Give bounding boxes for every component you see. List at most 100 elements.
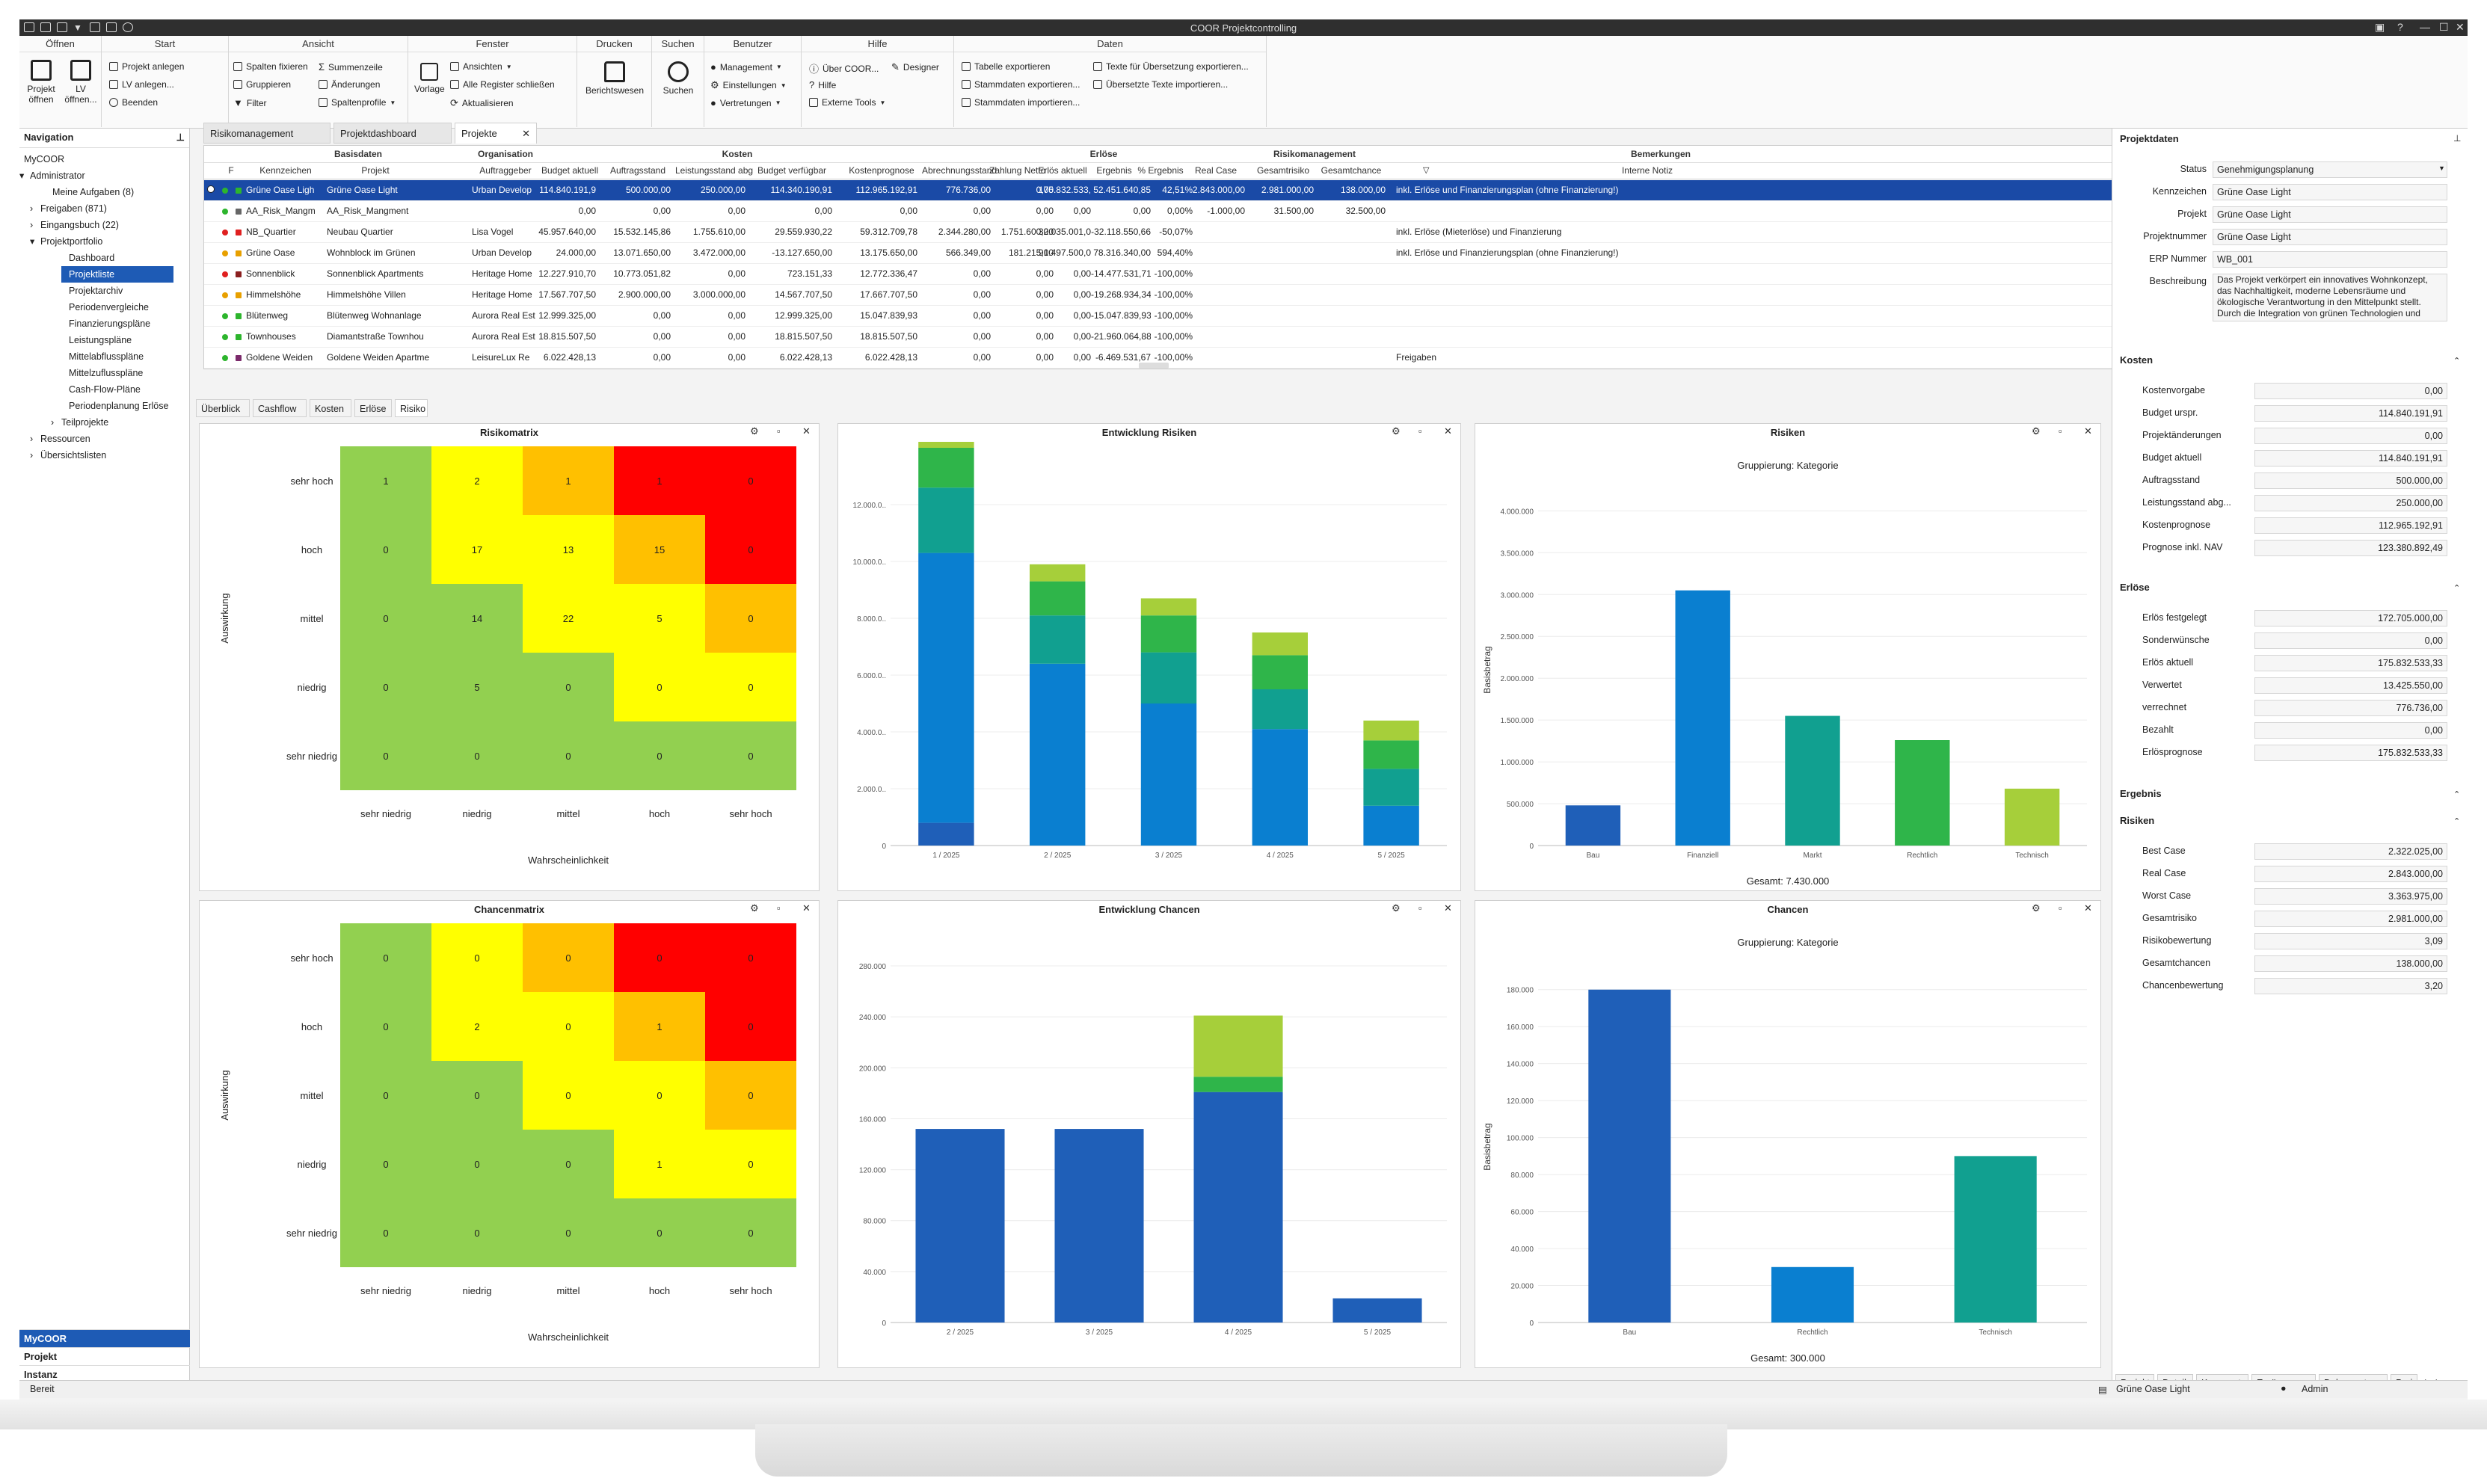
export-table-button[interactable]: Tabelle exportieren <box>962 61 1050 72</box>
heatmap-cell[interactable] <box>340 515 431 584</box>
settings-gear-icon[interactable]: ⚙ <box>1392 902 1401 914</box>
chevron-down-icon[interactable]: ▾ <box>19 170 25 181</box>
column-profiles-button[interactable]: Spaltenprofile ▼ <box>319 97 396 108</box>
settings-gear-icon[interactable]: ⚙ <box>2032 425 2041 437</box>
field-value[interactable]: 138.000,00 <box>2254 955 2447 972</box>
heatmap-cell[interactable] <box>614 584 705 653</box>
maximize-icon[interactable]: ▫ <box>777 425 781 437</box>
field-value[interactable]: 250.000,00 <box>2254 495 2447 511</box>
power-icon[interactable] <box>123 22 133 32</box>
column-header[interactable]: Projekt <box>361 165 390 176</box>
column-header[interactable]: Auftraggeber <box>479 165 532 176</box>
field-value[interactable]: Grüne Oase Light <box>2213 229 2447 245</box>
views-button[interactable]: Ansichten ▼ <box>450 61 512 72</box>
minimize-icon[interactable]: — <box>2420 21 2430 33</box>
heatmap-cell[interactable] <box>614 515 705 584</box>
heatmap-cell[interactable] <box>614 923 705 992</box>
field-value[interactable]: 500.000,00 <box>2254 472 2447 489</box>
settings-gear-icon[interactable]: ⚙ <box>2032 902 2041 914</box>
bar-segment[interactable] <box>918 822 974 846</box>
nav-item[interactable]: Dashboard <box>19 250 184 266</box>
reports-button[interactable]: Berichtswesen <box>582 61 648 96</box>
heatmap-cell[interactable] <box>340 1198 431 1267</box>
heatmap-cell[interactable] <box>431 1198 523 1267</box>
subtab[interactable]: Risiko <box>395 399 428 417</box>
column-header[interactable]: Auftragsstand <box>609 165 666 176</box>
heatmap-cell[interactable] <box>523 1061 614 1130</box>
bar-segment[interactable] <box>1363 769 1419 806</box>
search-button[interactable]: Suchen <box>657 61 700 96</box>
field-value[interactable]: 2.981.000,00 <box>2254 911 2447 927</box>
bar-segment[interactable] <box>1030 615 1086 664</box>
app-icon[interactable] <box>24 22 34 32</box>
heatmap-cell[interactable] <box>705 992 796 1061</box>
freeze-columns-button[interactable]: Spalten fixieren <box>233 61 308 72</box>
nav-item[interactable]: Projektarchiv <box>19 283 184 299</box>
field-value[interactable]: 175.832.533,33 <box>2254 745 2447 761</box>
description-field[interactable]: Das Projekt verkörpert ein innovatives W… <box>2213 274 2447 321</box>
field-value[interactable]: 0,00 <box>2254 383 2447 399</box>
heatmap-cell[interactable] <box>705 721 796 790</box>
heatmap-cell[interactable] <box>340 653 431 721</box>
bar-segment[interactable] <box>1193 1092 1283 1323</box>
collapse-icon[interactable]: ⌃ <box>2453 790 2461 799</box>
heatmap-cell[interactable] <box>523 446 614 515</box>
bar-segment[interactable] <box>1252 632 1308 656</box>
subtab[interactable]: Kosten <box>310 399 351 417</box>
chevron-right-icon[interactable]: › <box>51 417 55 428</box>
external-tools-button[interactable]: Externe Tools ▼ <box>809 97 885 108</box>
bar-segment[interactable] <box>1140 615 1197 653</box>
chevron-right-icon[interactable]: › <box>30 203 34 214</box>
maximize-icon[interactable]: ▫ <box>777 902 781 914</box>
bar-segment[interactable] <box>918 487 974 553</box>
collapse-icon[interactable]: ⌃ <box>2453 357 2461 366</box>
bar-segment[interactable] <box>918 552 974 823</box>
heatmap-cell[interactable] <box>431 446 523 515</box>
bar-segment[interactable] <box>1140 652 1197 703</box>
bar-segment[interactable] <box>1252 689 1308 730</box>
bar-segment[interactable] <box>1140 598 1197 616</box>
heatmap-cell[interactable] <box>340 584 431 653</box>
heatmap-cell[interactable] <box>431 1061 523 1130</box>
tab-projektdashboard[interactable]: Projektdashboard <box>333 123 452 144</box>
close-panel-icon[interactable]: ✕ <box>802 902 811 914</box>
filter-icon[interactable]: ▼ <box>73 22 82 33</box>
heatmap-cell[interactable] <box>340 923 431 992</box>
heatmap-cell[interactable] <box>431 515 523 584</box>
splitter-handle[interactable] <box>1139 363 1169 369</box>
field-value[interactable]: Genehmigungsplanung <box>2213 161 2447 178</box>
field-value[interactable]: Grüne Oase Light <box>2213 206 2447 223</box>
settings-button[interactable]: ⚙ Einstellungen ▼ <box>710 79 787 91</box>
chevron-right-icon[interactable]: › <box>30 220 34 230</box>
heatmap-cell[interactable] <box>340 446 431 515</box>
heatmap-cell[interactable] <box>705 515 796 584</box>
collapse-icon[interactable]: ⌃ <box>2453 584 2461 593</box>
nav-item[interactable]: Finanzierungspläne <box>19 315 184 332</box>
heatmap-cell[interactable] <box>431 653 523 721</box>
bar-segment[interactable] <box>1363 805 1419 846</box>
exit-button[interactable]: Beenden <box>109 97 158 108</box>
column-header[interactable]: Zahlung Netto <box>989 165 1046 176</box>
heatmap-cell[interactable] <box>431 584 523 653</box>
bar[interactable] <box>1588 989 1671 1323</box>
filter-button[interactable]: ▼ Filter <box>233 97 267 108</box>
field-value[interactable]: 123.380.892,49 <box>2254 540 2447 556</box>
bar[interactable] <box>1565 805 1621 846</box>
bar-segment[interactable] <box>1030 564 1086 582</box>
bar-segment[interactable] <box>1252 729 1308 846</box>
print-icon[interactable] <box>57 22 67 32</box>
heatmap-cell[interactable] <box>614 446 705 515</box>
tab-projekte[interactable]: Projekte ✕ <box>455 123 537 144</box>
subtab[interactable]: Cashflow <box>253 399 307 417</box>
create-project-button[interactable]: Projekt anlegen <box>109 61 184 72</box>
heatmap-cell[interactable] <box>431 1130 523 1198</box>
nav-item[interactable]: Mittelzuflusspläne <box>19 365 184 381</box>
tab-risikomanagement[interactable]: Risikomanagement <box>203 123 331 144</box>
bar[interactable] <box>1785 715 1840 846</box>
column-header[interactable]: Abrechnungsstand <box>922 165 997 176</box>
nav-item[interactable]: › Freigaben (871) <box>19 200 184 217</box>
import-translation-button[interactable]: Übersetzte Texte importieren... <box>1093 79 1228 90</box>
bar-segment[interactable] <box>918 448 974 488</box>
field-value[interactable]: 13.425.550,00 <box>2254 677 2447 694</box>
heatmap-cell[interactable] <box>614 1061 705 1130</box>
